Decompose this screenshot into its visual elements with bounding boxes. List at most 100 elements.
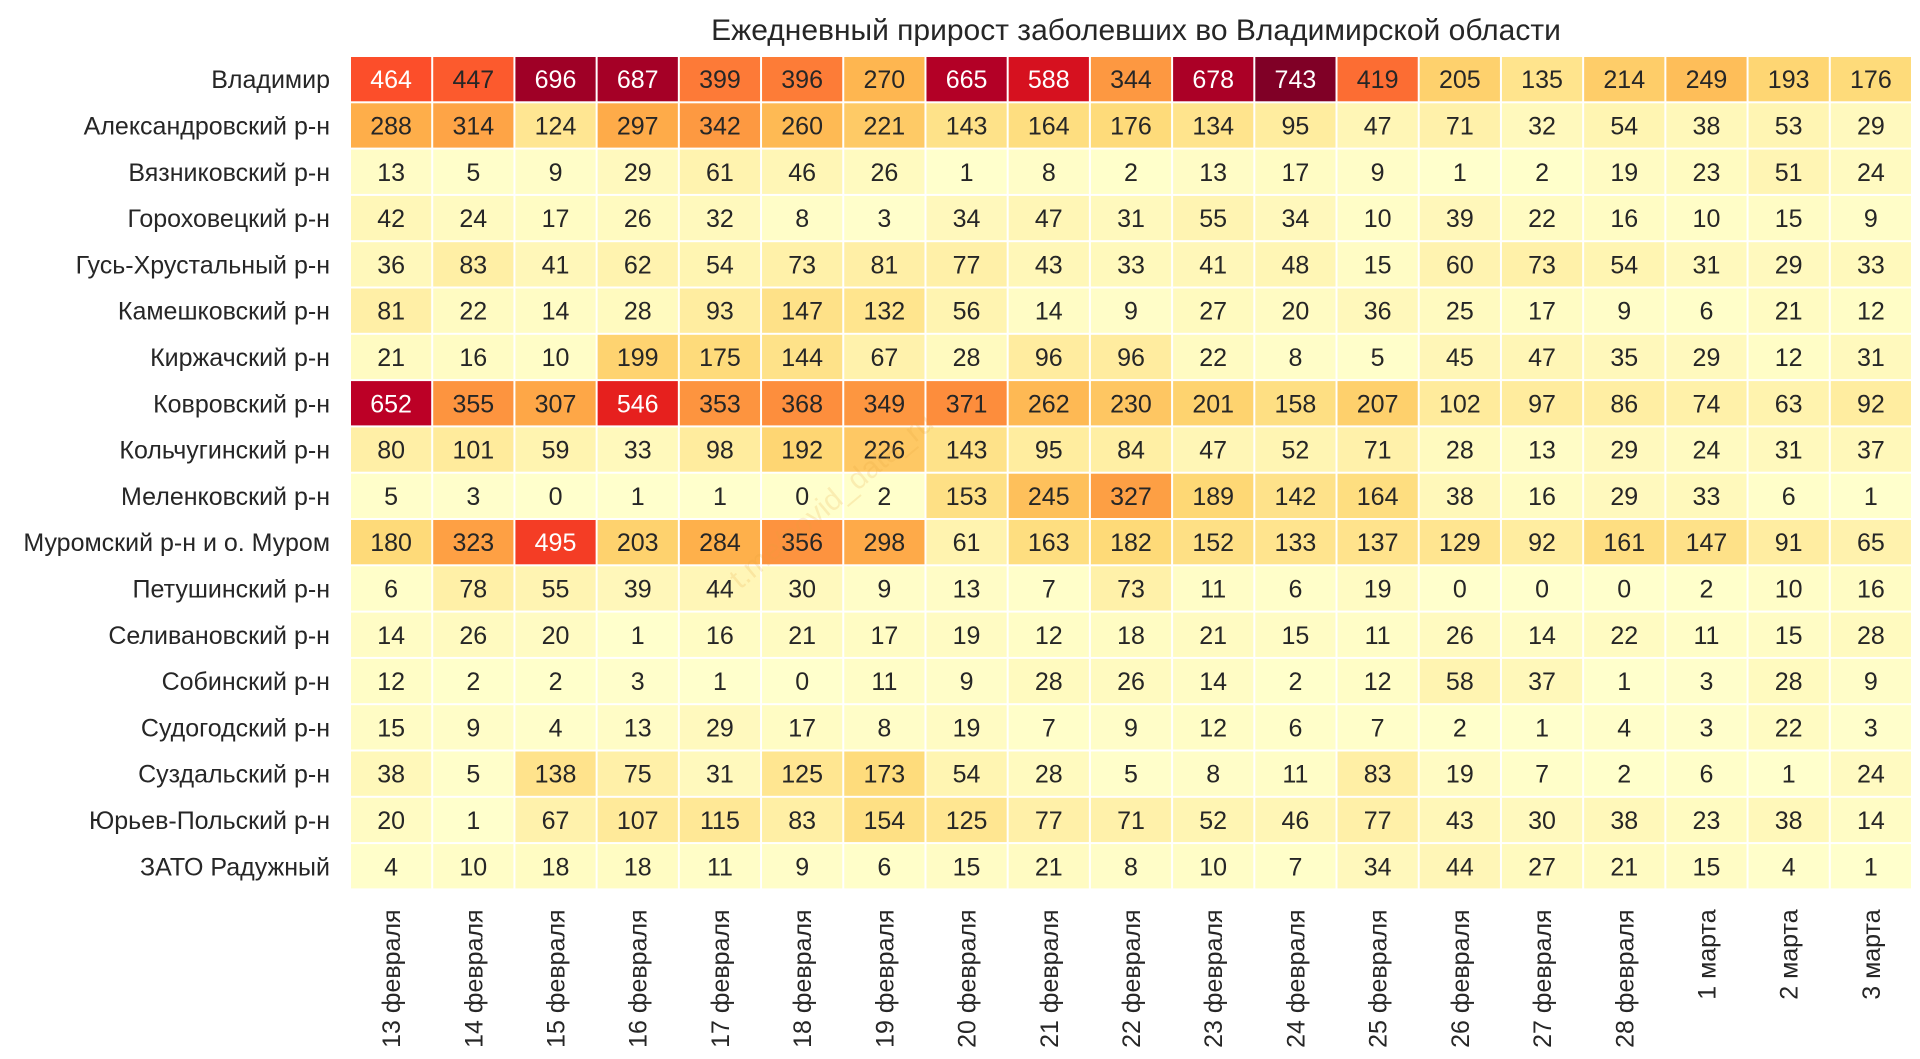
cell-value-labels: 464 447 696 687 399 396 270 665 588 344 678 743 419 2… xyxy=(370,66,1891,881)
cell-value: 37 xyxy=(1528,668,1556,696)
cell-value: 652 xyxy=(370,390,412,418)
cell-value: 15 xyxy=(1282,622,1310,650)
cell-value: 344 xyxy=(1110,66,1152,94)
heatmap-cell xyxy=(1748,334,1829,380)
heatmap-cell xyxy=(433,103,514,148)
heatmap-cell xyxy=(1090,658,1172,704)
cell-value: 2 xyxy=(549,668,563,696)
cell-value: 173 xyxy=(864,761,906,789)
cell-value: 9 xyxy=(1371,159,1385,187)
cell-value: 15 xyxy=(1775,205,1803,233)
heatmap-cell xyxy=(1748,473,1829,518)
cell-value: 349 xyxy=(864,390,906,418)
heatmap-cell xyxy=(1501,381,1583,426)
heatmap-cell xyxy=(597,705,678,750)
heatmap-cell xyxy=(926,334,1007,380)
heatmap-cell xyxy=(1337,473,1418,518)
cell-value: 47 xyxy=(1035,205,1063,233)
cell-value: 33 xyxy=(1117,251,1145,279)
heatmap-cell xyxy=(597,334,678,380)
cell-value: 77 xyxy=(1035,807,1063,835)
cell-value: 1 xyxy=(631,622,645,650)
heatmap-cell xyxy=(1419,242,1500,287)
heatmap-cell xyxy=(1173,520,1254,565)
cell-value: 11 xyxy=(1693,622,1719,650)
heatmap-cell xyxy=(433,288,514,333)
cell-value: 11 xyxy=(871,668,897,696)
cell-value: 46 xyxy=(788,159,816,187)
cell-value: 52 xyxy=(1199,807,1227,835)
cell-value: 16 xyxy=(706,622,734,650)
heatmap-cell xyxy=(844,381,925,426)
heatmap-cell xyxy=(1748,751,1829,796)
heatmap-cell xyxy=(1090,57,1172,102)
heatmap-cell xyxy=(515,103,596,148)
cell-value: 21 xyxy=(377,344,405,372)
cell-value: 36 xyxy=(1364,298,1392,326)
cell-value: 7 xyxy=(1042,714,1056,742)
cell-value: 1 xyxy=(1864,483,1878,511)
cell-value: 39 xyxy=(624,575,652,603)
cell-value: 71 xyxy=(1446,112,1474,140)
cell-value: 21 xyxy=(1035,853,1063,881)
heatmap-cell xyxy=(1584,566,1665,611)
heatmap-cell xyxy=(926,612,1007,657)
cell-value: 45 xyxy=(1446,344,1474,372)
heatmap-cell xyxy=(844,705,925,750)
heatmap-cell xyxy=(515,149,596,194)
heatmap-cell xyxy=(1419,751,1500,796)
heatmap-cell xyxy=(1255,844,1336,889)
heatmap-cell xyxy=(1090,520,1172,565)
cell-value: 18 xyxy=(542,853,570,881)
cell-value: 5 xyxy=(466,761,480,789)
heatmap-cell xyxy=(351,57,432,102)
heatmap-cell xyxy=(1666,705,1747,750)
column-label: 22 февраля xyxy=(1118,909,1146,1047)
cell-value: 47 xyxy=(1199,437,1227,465)
heatmap-cell xyxy=(1255,149,1336,194)
cell-value: 12 xyxy=(1364,668,1392,696)
cell-value: 678 xyxy=(1192,66,1234,94)
heatmap-cell xyxy=(926,658,1007,704)
heatmap-cell xyxy=(1584,427,1665,472)
heatmap-cell xyxy=(597,566,678,611)
cell-value: 9 xyxy=(1864,205,1878,233)
cell-value: 19 xyxy=(1610,159,1638,187)
heatmap-cell xyxy=(844,57,925,102)
heatmap-cell xyxy=(1666,427,1747,472)
heatmap-cell xyxy=(351,705,432,750)
cell-value: 132 xyxy=(864,298,906,326)
cell-value: 20 xyxy=(377,807,405,835)
heatmap-cell xyxy=(1419,288,1500,333)
cell-value: 97 xyxy=(1528,390,1556,418)
cell-value: 221 xyxy=(864,112,906,140)
heatmap-cell xyxy=(597,520,678,565)
heatmap-cell xyxy=(1584,473,1665,518)
cell-value: 30 xyxy=(788,575,816,603)
column-label: 20 февраля xyxy=(954,909,982,1047)
heatmap-cell xyxy=(844,566,925,611)
heatmap-cell xyxy=(1666,612,1747,657)
cell-value: 14 xyxy=(1528,622,1556,650)
cell-value: 27 xyxy=(1199,298,1227,326)
heatmap-cell xyxy=(1090,381,1172,426)
cell-value: 164 xyxy=(1028,112,1070,140)
cell-value: 93 xyxy=(706,298,734,326)
cell-value: 4 xyxy=(384,853,398,881)
column-label: 25 февраля xyxy=(1365,909,1393,1047)
cell-value: 19 xyxy=(953,714,981,742)
heatmap-cell xyxy=(1748,844,1829,889)
cell-value: 176 xyxy=(1110,112,1152,140)
cell-value: 153 xyxy=(946,483,988,511)
cell-value: 15 xyxy=(377,714,405,742)
cell-value: 19 xyxy=(1364,575,1392,603)
column-label: 16 февраля xyxy=(625,909,653,1047)
cell-value: 60 xyxy=(1446,251,1474,279)
cell-value: 743 xyxy=(1275,66,1317,94)
cell-value: 1 xyxy=(1535,714,1549,742)
heatmap-cell xyxy=(351,473,432,518)
cell-value: 67 xyxy=(870,344,898,372)
cell-value: 62 xyxy=(624,251,652,279)
heatmap-cell xyxy=(844,334,925,380)
heatmap-cell xyxy=(1419,566,1500,611)
